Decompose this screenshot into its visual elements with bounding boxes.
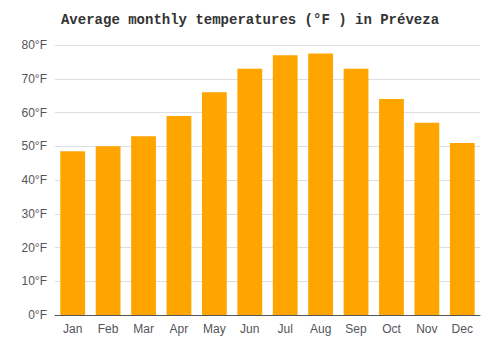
svg-text:50°F: 50°F [22,139,47,153]
svg-text:70°F: 70°F [22,72,47,86]
svg-text:Jun: Jun [240,322,259,336]
svg-text:Dec: Dec [452,322,473,336]
svg-text:Sep: Sep [345,322,367,336]
svg-text:Aug: Aug [310,322,331,336]
svg-text:40°F: 40°F [22,173,47,187]
svg-text:Feb: Feb [98,322,119,336]
svg-text:Nov: Nov [416,322,437,336]
svg-text:Average monthly temperatures (: Average monthly temperatures (°F ) in Pr… [61,12,440,28]
svg-text:Apr: Apr [170,322,189,336]
svg-text:0°F: 0°F [28,308,47,322]
svg-text:Oct: Oct [382,322,401,336]
svg-text:20°F: 20°F [22,241,47,255]
svg-text:80°F: 80°F [22,38,47,52]
svg-text:May: May [203,322,226,336]
svg-text:Jan: Jan [63,322,82,336]
svg-text:10°F: 10°F [22,274,47,288]
svg-text:Mar: Mar [133,322,154,336]
svg-text:Jul: Jul [278,322,293,336]
svg-text:60°F: 60°F [22,106,47,120]
svg-text:30°F: 30°F [22,207,47,221]
